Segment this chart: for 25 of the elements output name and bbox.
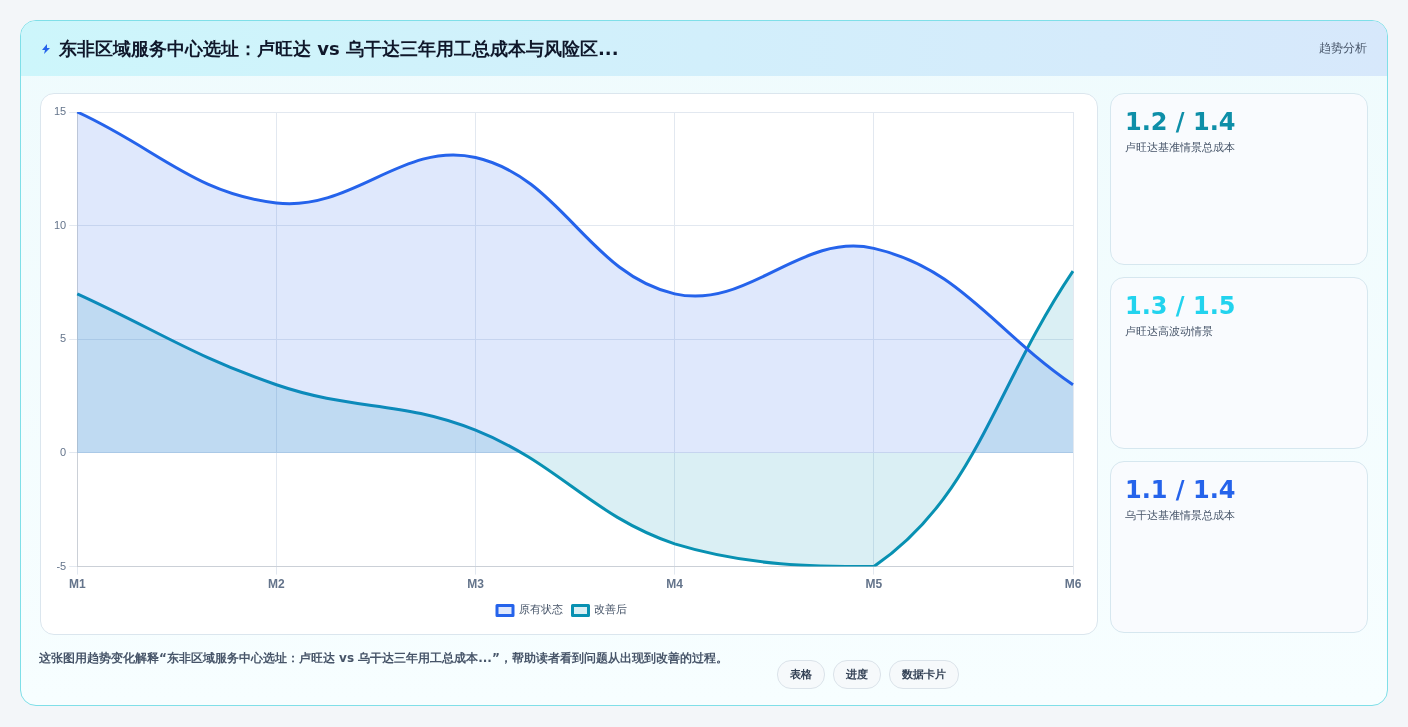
x-tick-label: M6 — [1064, 577, 1082, 592]
text: 卢旺达高波动情景 — [1125, 324, 1214, 339]
legend-label: 原有状态 — [518, 603, 563, 617]
text: 1.1 / 1.4 — [1125, 476, 1237, 504]
text: 数据卡片 — [889, 660, 959, 689]
legend-label: 改善后 — [594, 603, 627, 617]
y-tick-label: -5 — [56, 559, 67, 572]
text: 这张图用趋势变化解释“东非区域服务中心选址：卢旺达 vs 乌干达三年用工总成本...”，帮助读者看到问题从出现到改善的过程。 — [39, 650, 729, 667]
x-tick-label: M2 — [268, 577, 286, 592]
text: 进度 — [833, 660, 881, 689]
text: 趋势分析 — [1319, 40, 1367, 57]
x-tick-label: M5 — [865, 577, 883, 592]
y-tick-label: 0 — [60, 445, 67, 458]
x-tick-label: M4 — [666, 577, 684, 592]
chart-title: 东非区域服务中心选址：卢旺达 vs 乌干达三年用工总成本与风险区... — [59, 36, 619, 61]
x-tick-label: M1 — [68, 577, 86, 592]
text: 1.2 / 1.4 — [1125, 108, 1237, 136]
text: 卢旺达基准情景总成本 — [1125, 140, 1236, 155]
y-tick-label: 5 — [60, 332, 67, 345]
y-tick-label: 10 — [53, 218, 67, 231]
x-tick-label: M3 — [467, 577, 485, 592]
text: 乌干达基准情景总成本 — [1125, 508, 1236, 523]
text: 表格 — [777, 660, 825, 689]
y-tick-label: 15 — [53, 105, 67, 118]
text: 1.3 / 1.5 — [1125, 292, 1237, 320]
